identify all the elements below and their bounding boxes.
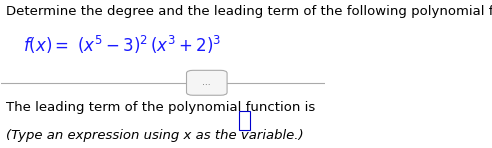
Text: (Type an expression using x as the variable.): (Type an expression using x as the varia…: [5, 129, 303, 142]
FancyBboxPatch shape: [186, 70, 227, 95]
Text: ...: ...: [203, 78, 211, 87]
Text: .: .: [251, 101, 255, 114]
Text: The leading term of the polynomial function is: The leading term of the polynomial funct…: [5, 101, 315, 114]
Text: Determine the degree and the leading term of the following polynomial function.: Determine the degree and the leading ter…: [5, 5, 492, 18]
Bar: [239, 111, 250, 130]
Text: $(\mathit{x}^5-3)^2\,(\mathit{x}^3+2)^3$: $(\mathit{x}^5-3)^2\,(\mathit{x}^3+2)^3$: [77, 34, 221, 56]
Text: $\mathit{f}(x) = $: $\mathit{f}(x) = $: [24, 35, 69, 55]
